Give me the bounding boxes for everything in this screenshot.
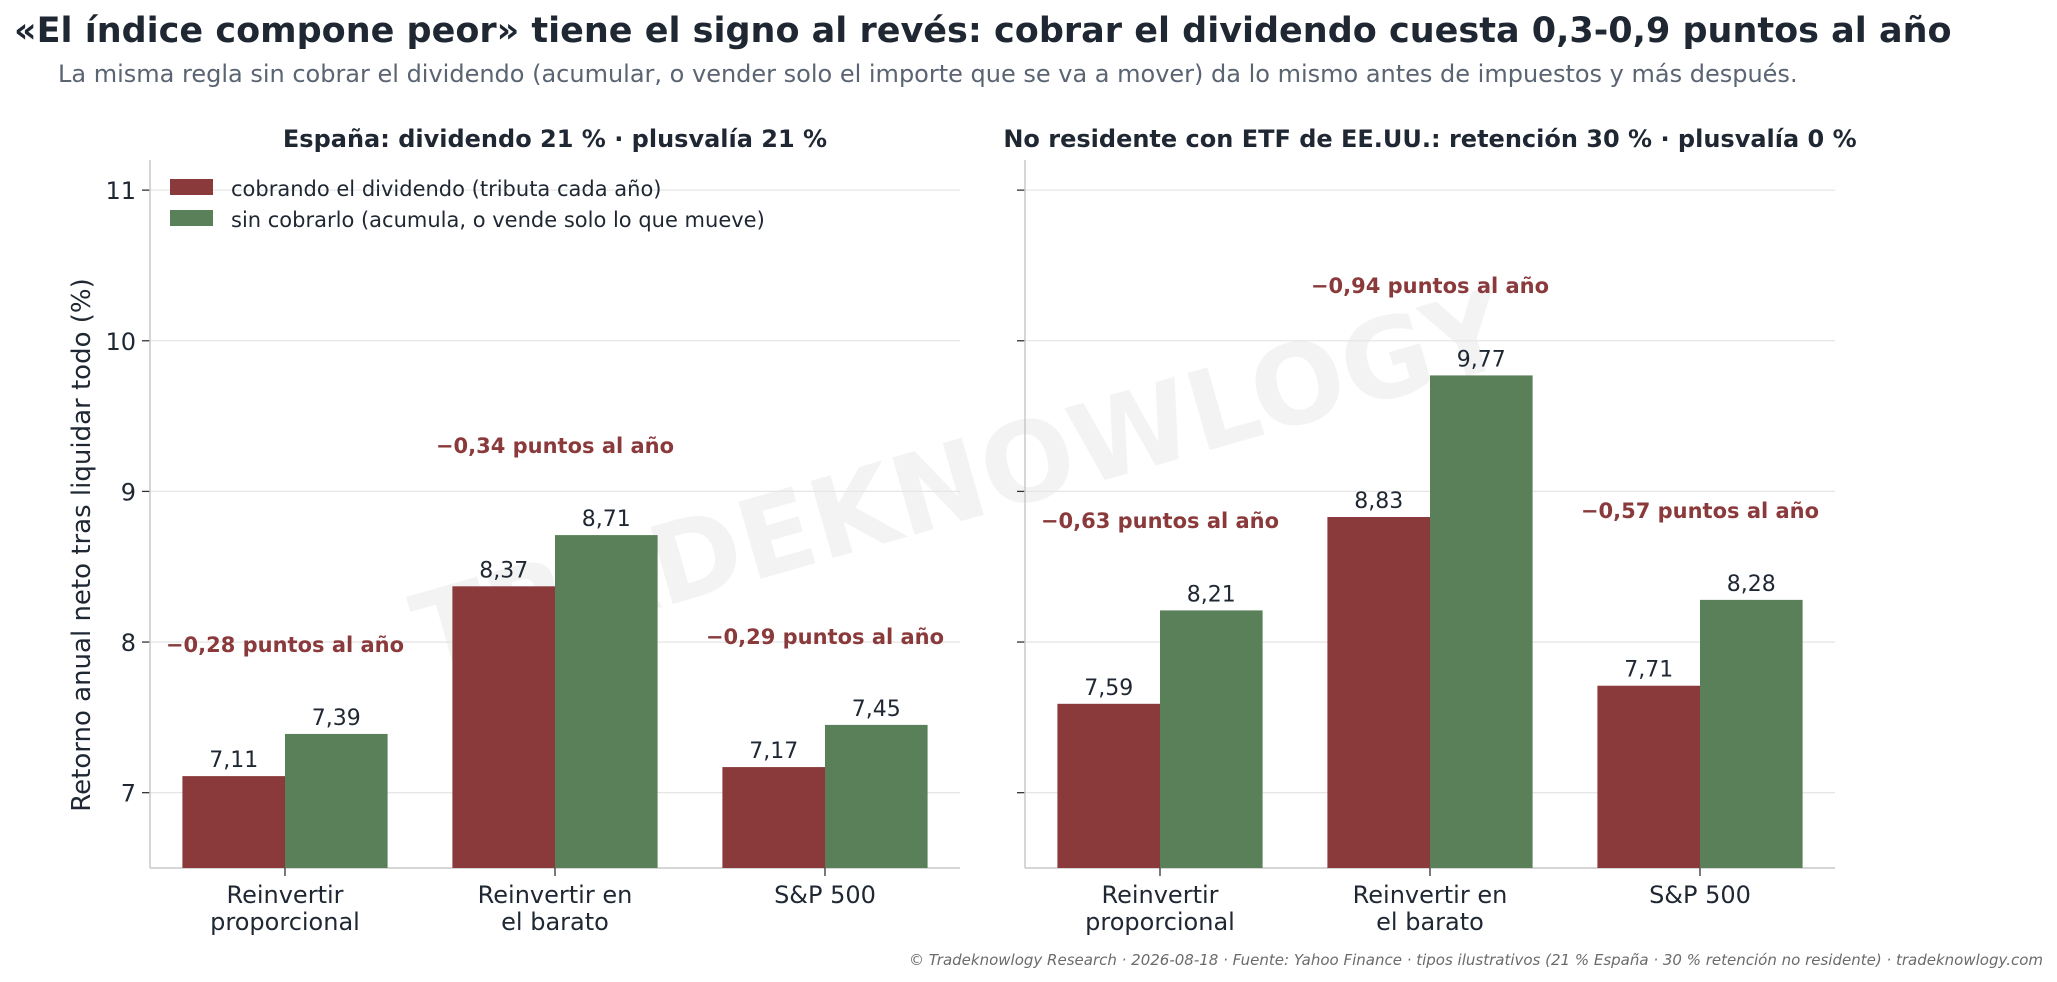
bar-value-label: 9,77 bbox=[1457, 347, 1506, 372]
bar-sin-cobrar bbox=[1160, 610, 1263, 868]
gap-annotation: −0,29 puntos al año bbox=[706, 625, 944, 649]
x-tick-label: Reinvertir bbox=[1101, 881, 1218, 909]
bar-sin-cobrar bbox=[285, 733, 388, 868]
panel-espana: España: dividendo 21 % · plusvalía 21 % … bbox=[67, 125, 960, 936]
bar-value-label: 8,28 bbox=[1727, 572, 1776, 597]
bar-cobrando bbox=[1057, 703, 1160, 868]
x-tick-label: el barato bbox=[501, 908, 609, 936]
gap-annotation: −0,28 puntos al año bbox=[166, 633, 404, 657]
bar-value-label: 7,45 bbox=[852, 697, 901, 722]
bar-value-label: 7,71 bbox=[1624, 658, 1673, 683]
panel-no-residente: No residente con ETF de EE.UU.: retenció… bbox=[1003, 125, 1856, 936]
bar-cobrando bbox=[182, 776, 285, 868]
y-tick-label: 8 bbox=[121, 629, 136, 657]
panel-title-espana: España: dividendo 21 % · plusvalía 21 % bbox=[283, 125, 827, 153]
bar-value-label: 7,59 bbox=[1084, 676, 1133, 701]
bar-value-label: 7,11 bbox=[209, 748, 258, 773]
y-tick-label: 9 bbox=[121, 478, 136, 506]
gap-annotation: −0,63 puntos al año bbox=[1041, 509, 1279, 533]
chart-title: «El índice compone peor» tiene el signo … bbox=[14, 11, 1952, 51]
legend-label-cobrando: cobrando el dividendo (tributa cada año) bbox=[231, 177, 661, 201]
y-tick-label: 10 bbox=[105, 328, 136, 356]
bar-value-label: 8,21 bbox=[1187, 582, 1236, 607]
x-tick-label: Reinvertir en bbox=[478, 881, 633, 909]
legend-swatch-cobrando bbox=[170, 179, 213, 195]
bar-value-label: 8,71 bbox=[582, 507, 631, 532]
bar-sin-cobrar bbox=[1430, 375, 1533, 868]
x-tick-label: el barato bbox=[1376, 908, 1484, 936]
legend-label-sin-cobrar: sin cobrarlo (acumula, o vende solo lo q… bbox=[231, 208, 765, 232]
gap-annotation: −0,34 puntos al año bbox=[436, 434, 674, 458]
bar-value-label: 7,17 bbox=[749, 739, 798, 764]
bar-value-label: 8,83 bbox=[1354, 489, 1403, 514]
bar-value-label: 8,37 bbox=[479, 558, 528, 583]
panel-title-no-residente: No residente con ETF de EE.UU.: retenció… bbox=[1003, 125, 1856, 153]
legend-swatch-sin-cobrar bbox=[170, 210, 213, 226]
x-tick-label: proporcional bbox=[210, 908, 360, 936]
bar-cobrando bbox=[1327, 517, 1430, 868]
y-tick-label: 7 bbox=[121, 780, 136, 808]
gap-annotation: −0,57 puntos al año bbox=[1581, 499, 1819, 523]
y-axis-label: Retorno anual neto tras liquidar todo (%… bbox=[67, 278, 97, 811]
bar-cobrando bbox=[722, 767, 825, 868]
x-tick-label: proporcional bbox=[1085, 908, 1235, 936]
bar-value-label: 7,39 bbox=[312, 706, 361, 731]
x-tick-label: Reinvertir en bbox=[1353, 881, 1508, 909]
bar-sin-cobrar bbox=[555, 535, 658, 868]
bar-cobrando bbox=[1597, 685, 1700, 868]
bar-sin-cobrar bbox=[1700, 599, 1803, 868]
y-tick-label: 11 bbox=[105, 177, 136, 205]
legend: cobrando el dividendo (tributa cada año)… bbox=[170, 177, 765, 232]
footer-credits: © Tradeknowlogy Research · 2026-08-18 · … bbox=[909, 951, 2043, 969]
chart-subtitle: La misma regla sin cobrar el dividendo (… bbox=[58, 60, 1798, 88]
gap-annotation: −0,94 puntos al año bbox=[1311, 274, 1549, 298]
x-tick-label: S&P 500 bbox=[774, 881, 876, 909]
x-tick-label: Reinvertir bbox=[226, 881, 343, 909]
x-tick-label: S&P 500 bbox=[1649, 881, 1751, 909]
bar-sin-cobrar bbox=[825, 724, 928, 868]
bar-cobrando bbox=[452, 586, 555, 868]
